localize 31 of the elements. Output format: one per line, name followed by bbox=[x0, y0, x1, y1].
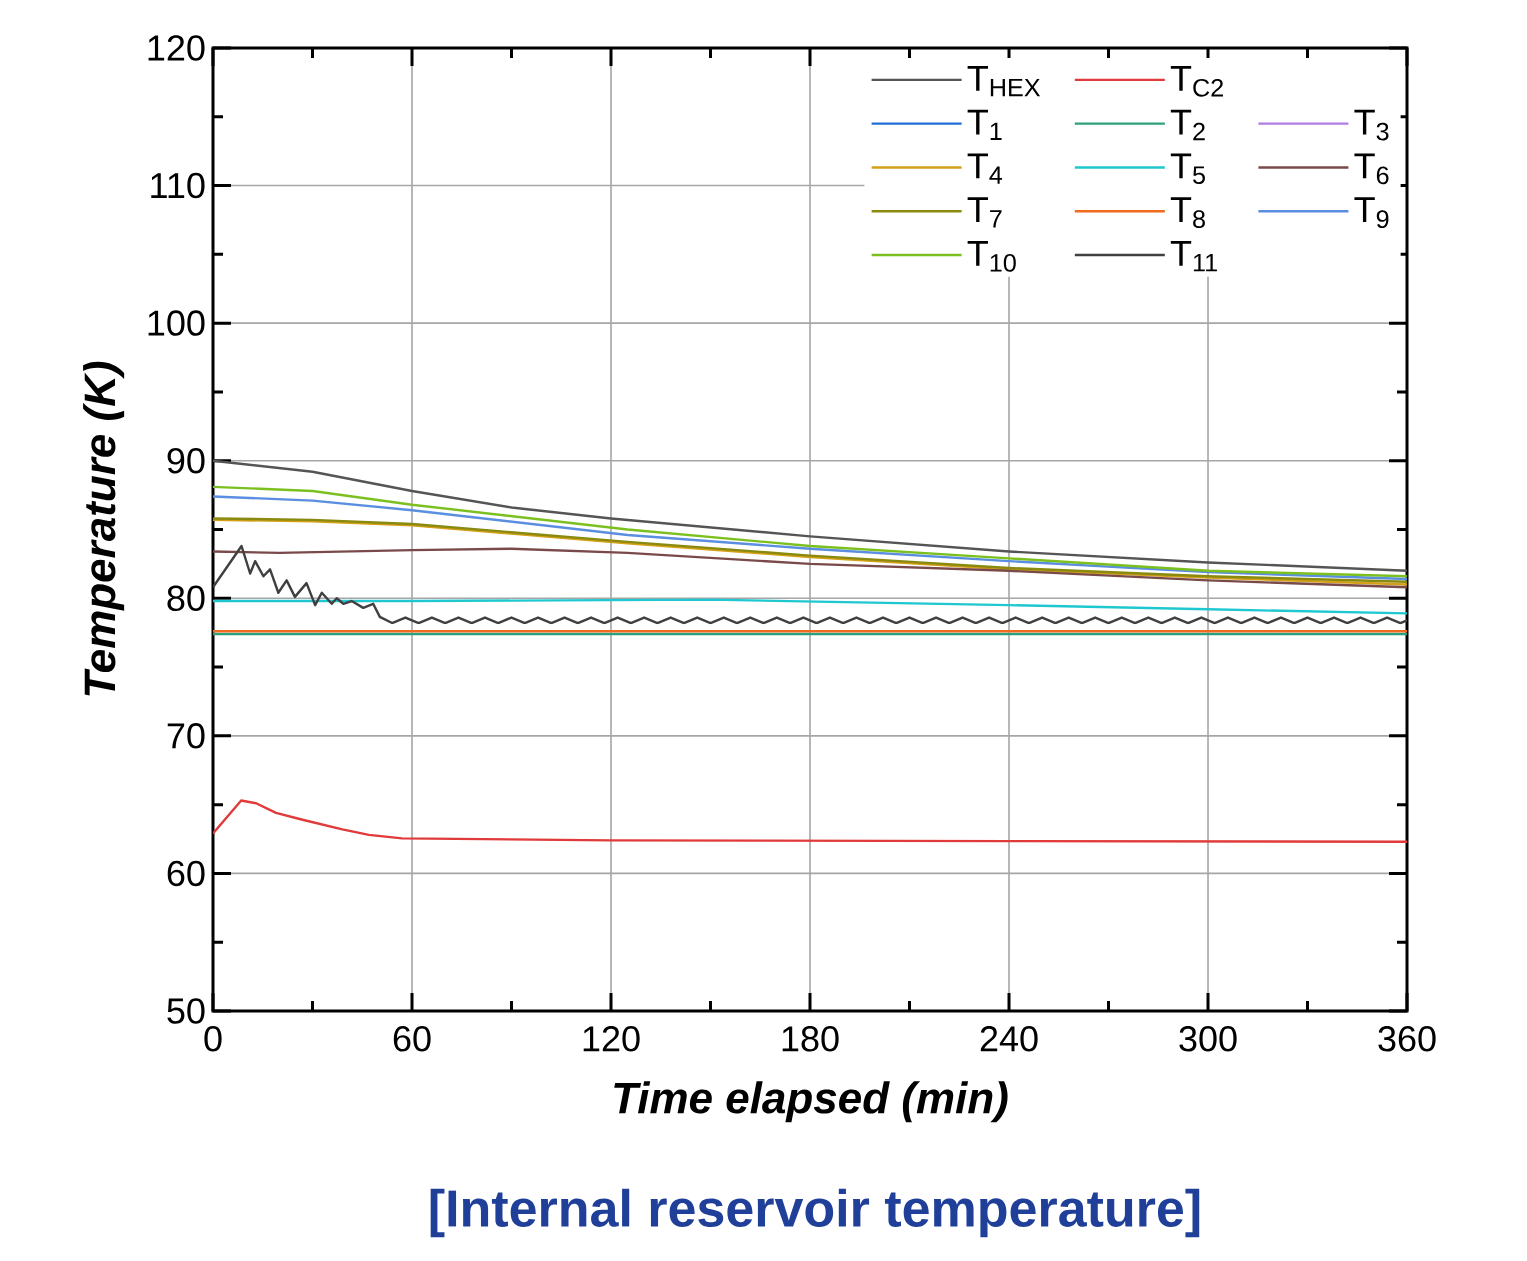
y-tick-label: 100 bbox=[148, 310, 205, 336]
x-tick-label: 180 bbox=[782, 1026, 839, 1052]
legend-label: T$_{9}$ bbox=[1354, 197, 1389, 229]
legend-label: T$_{C2}$ bbox=[1170, 66, 1223, 97]
x-tick-label: 120 bbox=[583, 1026, 640, 1052]
legend-label: T$_{4}$ bbox=[967, 153, 1003, 184]
x-tick-label: 300 bbox=[1179, 1026, 1237, 1052]
x-tick-label: 0 bbox=[204, 1026, 222, 1052]
x-tick-label: 360 bbox=[1378, 1026, 1436, 1052]
legend-label: T$_{7}$ bbox=[967, 197, 1002, 228]
y-tick-label: 120 bbox=[148, 35, 205, 61]
y-tick-label: 110 bbox=[151, 172, 205, 199]
legend-label: T$_{1}$ bbox=[967, 109, 1002, 140]
x-axis-title: Time elapsed (min) bbox=[614, 1081, 1008, 1123]
legend-label: T$_{3}$ bbox=[1354, 109, 1389, 141]
y-tick-label: 50 bbox=[167, 998, 205, 1024]
legend-label: T$_{11}$ bbox=[1170, 241, 1217, 272]
x-tick-label: 240 bbox=[980, 1026, 1038, 1052]
legend-label: T$_{2}$ bbox=[1170, 109, 1205, 141]
x-tick-label: 60 bbox=[393, 1026, 431, 1052]
y-tick-label: 80 bbox=[167, 585, 205, 612]
y-axis-title: Temperature (K) bbox=[83, 361, 125, 696]
y-tick-label: 60 bbox=[167, 860, 205, 887]
y-tick-label: 90 bbox=[167, 447, 205, 474]
legend-label: T$_{10}$ bbox=[967, 241, 1016, 272]
legend-label: T$_{8}$ bbox=[1170, 197, 1205, 229]
legend-label: T$_{HEX}$ bbox=[967, 66, 1041, 97]
y-tick-label: 70 bbox=[167, 723, 205, 749]
legend-label: T$_{5}$ bbox=[1170, 153, 1205, 184]
legend-label: T$_{6}$ bbox=[1354, 153, 1389, 185]
text: [Internal reservoir temperature] bbox=[430, 1188, 1200, 1238]
